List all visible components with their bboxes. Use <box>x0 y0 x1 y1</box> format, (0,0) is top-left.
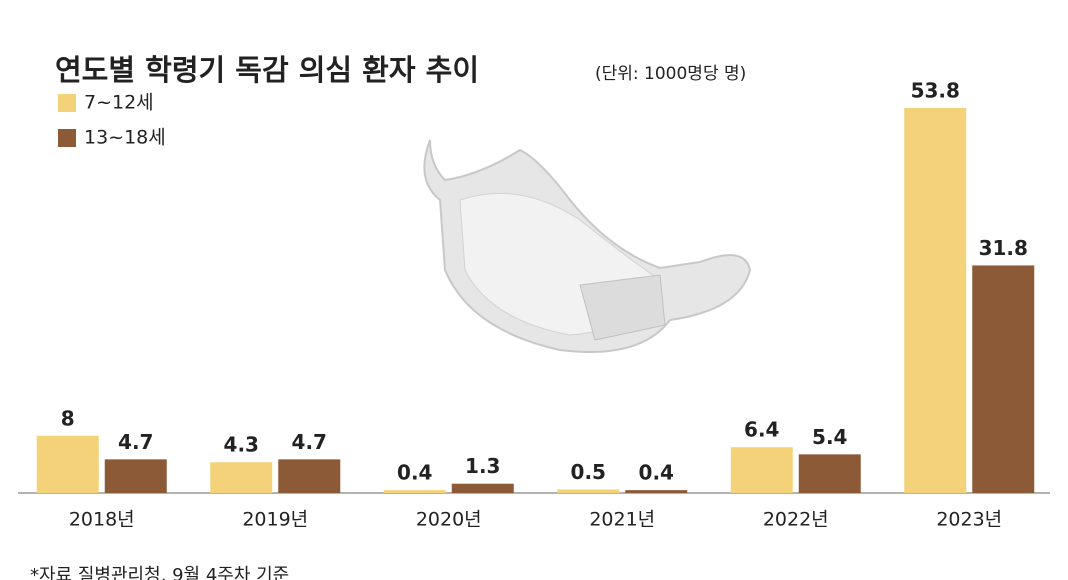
chart-subtitle: (단위: 1000명당 명) <box>595 64 746 84</box>
bar <box>36 435 99 493</box>
value-label: 4.7 <box>292 430 327 454</box>
value-label: 0.4 <box>397 461 432 485</box>
x-tick-label: 2022년 <box>763 509 829 531</box>
value-label: 8 <box>61 406 75 430</box>
mask-illustration <box>423 139 752 353</box>
value-label: 5.4 <box>812 425 847 449</box>
bar <box>972 265 1035 493</box>
legend-swatch <box>58 129 76 147</box>
x-tick-label: 2020년 <box>416 509 482 531</box>
x-tick-label: 2018년 <box>69 509 135 531</box>
legend-swatch <box>58 94 76 112</box>
value-label: 0.4 <box>639 461 674 485</box>
bar <box>730 447 793 493</box>
bar <box>104 459 167 493</box>
source-note: *자료 질병관리청, 9월 4주차 기준 <box>30 565 289 580</box>
legend-label: 13~18세 <box>84 127 166 149</box>
bar <box>451 483 514 493</box>
bar <box>625 490 688 493</box>
x-tick-label: 2023년 <box>936 509 1002 531</box>
value-label: 6.4 <box>744 418 779 442</box>
value-label: 1.3 <box>465 454 500 478</box>
value-label: 0.5 <box>571 460 606 484</box>
legend-label: 7~12세 <box>84 92 154 114</box>
bar <box>210 462 273 493</box>
value-label: 4.7 <box>118 430 153 454</box>
chart-title: 연도별 학령기 독감 의심 환자 추이 <box>55 53 479 87</box>
bar <box>557 489 620 493</box>
value-label: 53.8 <box>911 79 960 103</box>
x-tick-label: 2021년 <box>589 509 655 531</box>
bar <box>383 490 446 493</box>
bar <box>798 454 861 493</box>
bar <box>278 459 341 493</box>
bar <box>904 108 967 493</box>
value-label: 4.3 <box>224 433 259 457</box>
x-tick-label: 2019년 <box>242 509 308 531</box>
value-label: 31.8 <box>979 236 1028 260</box>
